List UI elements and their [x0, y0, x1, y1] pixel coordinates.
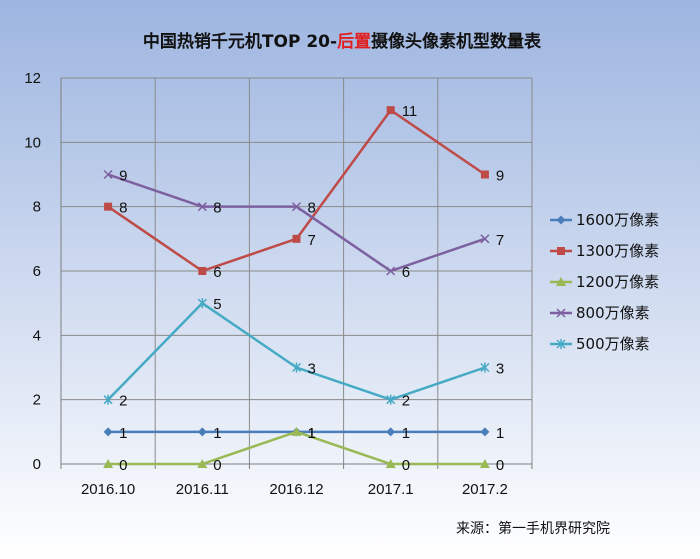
legend-label: 500万像素 [576, 335, 650, 353]
legend-label: 1300万像素 [576, 242, 659, 260]
y-tick-label: 12 [24, 70, 41, 87]
data-point-stroke [197, 202, 207, 212]
series-3 [103, 169, 490, 276]
data-point [480, 234, 490, 244]
data-point [292, 234, 301, 243]
data-label: 9 [119, 168, 127, 185]
legend-label: 1600万像素 [576, 211, 659, 229]
x-tick-label: 2017.1 [368, 481, 414, 498]
series-2 [103, 426, 490, 468]
data-label: 0 [119, 457, 127, 474]
legend-item-0: 1600万像素 [550, 211, 659, 229]
title-suffix: 摄像头像素机型数量表 [371, 31, 542, 52]
data-label: 0 [402, 457, 410, 474]
legend-label: 1200万像素 [576, 273, 659, 291]
legend-marker [556, 215, 566, 225]
data-label: 2 [119, 393, 127, 410]
legend-label: 800万像素 [576, 304, 650, 322]
data-label: 1 [402, 425, 410, 442]
data-point [479, 459, 490, 468]
legend-item-1: 1300万像素 [550, 242, 659, 260]
data-label: 1 [119, 425, 127, 442]
data-point [480, 170, 489, 179]
source-note: 来源：第一手机界研究院 [456, 520, 610, 537]
data-point [291, 426, 302, 436]
legend-item-3: 800万像素 [550, 304, 650, 322]
data-label: 7 [496, 232, 504, 249]
data-point [386, 106, 395, 115]
data-point [386, 266, 396, 276]
y-tick-label: 0 [33, 456, 41, 473]
data-point-stroke [480, 234, 490, 244]
legend-item-4: 500万像素 [550, 335, 650, 353]
x-tick-label: 2016.10 [81, 481, 135, 498]
title-highlight: 后置 [337, 32, 371, 52]
data-point [291, 202, 302, 212]
legend-marker [556, 308, 566, 318]
data-label: 8 [213, 200, 221, 217]
data-point [103, 459, 114, 468]
legend-marker [556, 277, 566, 286]
data-label: 0 [213, 457, 221, 474]
data-point [385, 459, 396, 468]
data-point [386, 427, 396, 437]
legend: 1600万像素 1300万像素 1200万像素 800万像素 500万像素 [550, 211, 659, 353]
data-point-stroke [386, 266, 396, 276]
data-label: 8 [308, 200, 316, 217]
legend-marker [557, 247, 565, 255]
y-tick-label: 8 [33, 199, 41, 216]
data-label: 1 [308, 425, 316, 442]
x-tick-label: 2016.12 [269, 481, 323, 498]
y-tick-label: 6 [33, 263, 41, 280]
data-label: 3 [496, 361, 504, 378]
title-prefix: 中国热销千元机TOP 20- [143, 31, 337, 52]
data-point [480, 427, 490, 437]
series-1 [104, 106, 489, 275]
legend-marker-stroke [556, 308, 566, 318]
data-point [197, 459, 208, 468]
data-label: 9 [496, 168, 504, 185]
data-label: 3 [308, 361, 316, 378]
legend-marker [556, 339, 566, 349]
data-label: 6 [213, 264, 221, 281]
data-point [386, 394, 396, 405]
series-layer [103, 106, 490, 468]
data-point [291, 362, 302, 373]
data-label: 6 [402, 264, 410, 281]
data-point [198, 267, 207, 275]
x-tick-label: 2016.11 [176, 481, 229, 498]
data-point [197, 427, 207, 437]
chart-title: 中国热销千元机TOP 20-后置摄像头像素机型数量表 [143, 31, 542, 52]
series-4 [103, 298, 490, 405]
x-tick-label: 2017.2 [462, 481, 508, 498]
data-point [197, 298, 207, 309]
y-tick-label: 10 [24, 134, 41, 151]
data-label: 11 [402, 103, 418, 120]
data-label: 1 [213, 425, 221, 442]
data-label: 2 [402, 393, 410, 410]
data-point [103, 169, 113, 180]
data-label: 1 [308, 425, 316, 442]
data-label: 1 [496, 425, 504, 442]
data-point-stroke [103, 169, 113, 180]
gridlines [61, 77, 533, 464]
data-label: 5 [213, 296, 221, 313]
data-point [103, 394, 113, 405]
data-point [480, 362, 490, 373]
data-label: 8 [119, 200, 127, 217]
y-tick-label: 4 [33, 327, 41, 344]
data-label: 0 [496, 457, 504, 474]
legend-item-2: 1200万像素 [550, 273, 659, 291]
data-label: 7 [308, 232, 316, 249]
y-tick-label: 2 [33, 392, 41, 409]
data-point [197, 202, 207, 212]
data-point [103, 427, 113, 437]
data-point [104, 202, 113, 211]
data-point-stroke [291, 202, 302, 212]
